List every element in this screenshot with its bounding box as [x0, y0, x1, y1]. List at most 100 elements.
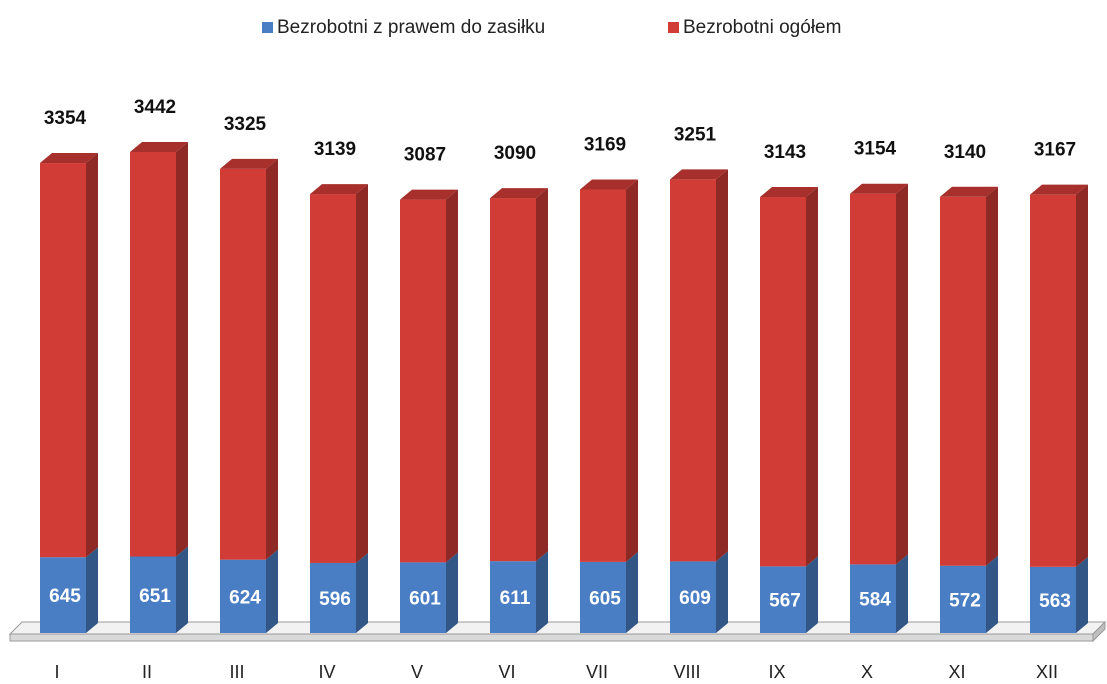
data-label: 3143 [764, 142, 806, 163]
bar-side [356, 552, 368, 633]
data-label: 645 [49, 586, 81, 607]
bar-side [266, 549, 278, 633]
x-tick-label: IX [768, 662, 785, 682]
bar-side [86, 153, 98, 558]
data-label: 3087 [404, 145, 446, 166]
bar [220, 168, 266, 560]
data-label: 3251 [674, 124, 717, 145]
bar [580, 561, 626, 633]
x-tick-label: II [142, 662, 152, 682]
data-label: 624 [229, 587, 261, 608]
bar [490, 561, 536, 633]
data-label: 3090 [494, 143, 536, 164]
bar-side [536, 551, 548, 633]
floor-front [9, 633, 1094, 642]
bar-side [1076, 184, 1088, 567]
bar-side [176, 142, 188, 557]
bar-side [896, 554, 908, 633]
bar-top [40, 153, 98, 164]
bar-side [356, 184, 368, 563]
data-label: 563 [1039, 591, 1071, 612]
bar-top [310, 184, 368, 195]
data-label: 3139 [314, 139, 356, 160]
bar-top [760, 187, 818, 198]
bar [130, 152, 176, 557]
bar-side [626, 179, 638, 562]
bar-side [446, 552, 458, 633]
bar [40, 557, 86, 633]
x-tick-label: IV [318, 662, 335, 682]
x-tick-label: VIII [673, 662, 700, 682]
data-label: 3154 [854, 139, 897, 160]
x-tick-label: X [861, 662, 873, 682]
bar [40, 163, 86, 558]
data-label: 572 [949, 590, 981, 611]
legend-label: Bezrobotni ogółem [683, 17, 841, 38]
bar-top [580, 179, 638, 190]
bar-top [130, 142, 188, 152]
x-tick-label: XII [1036, 662, 1058, 682]
bar-side [86, 547, 98, 633]
bar [670, 561, 716, 633]
bar [1030, 566, 1076, 633]
bar [1030, 194, 1076, 567]
data-label: 3140 [944, 142, 986, 163]
bar-top [1030, 184, 1088, 195]
bar [490, 198, 536, 562]
bar-side [716, 169, 728, 562]
data-label: 3167 [1034, 140, 1076, 161]
bar [760, 197, 806, 567]
data-label: 3169 [584, 135, 626, 156]
bar-side [806, 187, 818, 567]
x-tick-label: III [229, 662, 244, 682]
bar [850, 564, 896, 633]
x-tick-label: VII [586, 662, 608, 682]
bar-side [626, 551, 638, 633]
bar-top [220, 158, 278, 169]
bar [130, 556, 176, 633]
bar-top [670, 169, 728, 180]
bar-side [986, 555, 998, 633]
data-label: 596 [319, 589, 351, 610]
bar [310, 562, 356, 633]
data-label: 651 [139, 586, 171, 607]
floor-side [1092, 620, 1106, 643]
x-tick-label: I [54, 662, 59, 682]
bar [220, 559, 266, 633]
bar-side [716, 551, 728, 633]
bar [310, 194, 356, 563]
bar-top [940, 186, 998, 197]
bar-side [446, 189, 458, 563]
data-label: 609 [679, 588, 711, 609]
bar [850, 193, 896, 565]
data-label: 3325 [224, 114, 267, 135]
data-label: 3354 [44, 108, 87, 129]
bar-side [806, 556, 818, 633]
x-tick-label: VI [498, 662, 515, 682]
legend-swatch [668, 22, 679, 33]
bar-side [896, 183, 908, 565]
bar [940, 196, 986, 566]
bar-side [1076, 556, 1088, 633]
bar-top [400, 189, 458, 200]
bar [760, 566, 806, 633]
legend-swatch [262, 22, 273, 33]
bar [400, 199, 446, 563]
bar-top [850, 183, 908, 194]
x-tick-label: XI [948, 662, 965, 682]
legend-label: Bezrobotni z prawem do zasiłku [277, 17, 545, 38]
bar-side [266, 158, 278, 560]
data-label: 584 [859, 590, 891, 611]
bar-top [490, 188, 548, 199]
bar-side [176, 546, 188, 633]
bar [670, 179, 716, 562]
data-label: 611 [500, 588, 531, 609]
data-label: 3442 [134, 97, 176, 118]
bar [940, 565, 986, 633]
data-label: 605 [589, 588, 621, 609]
bar-side [986, 186, 998, 566]
data-label: 567 [769, 591, 801, 612]
x-tick-label: V [411, 662, 423, 682]
bar [400, 562, 446, 633]
